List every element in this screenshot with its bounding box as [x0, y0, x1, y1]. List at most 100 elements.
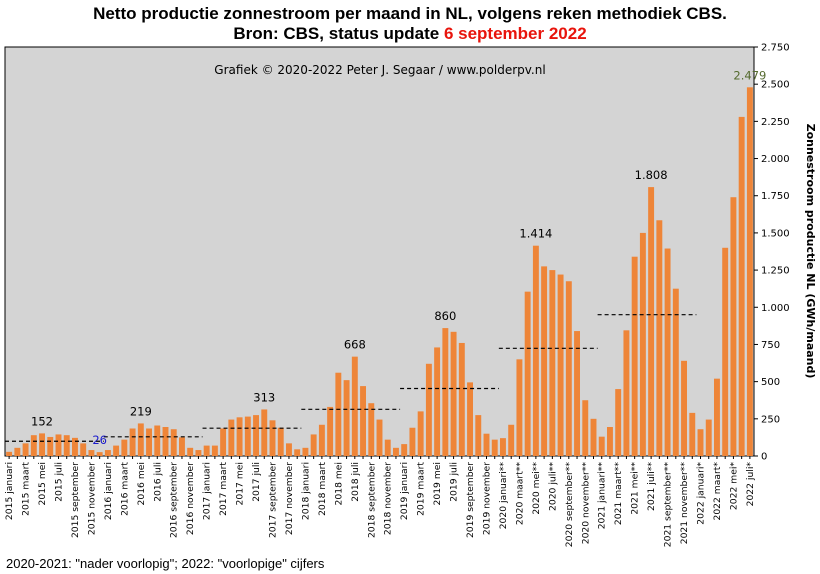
x-tick-label: 2022 mei* — [728, 462, 739, 510]
value-annotation: 668 — [344, 338, 366, 352]
bar — [689, 412, 696, 456]
chart-title-line1: Netto productie zonnestroom per maand in… — [93, 4, 727, 23]
bar — [713, 378, 720, 456]
bar — [302, 447, 309, 456]
chart-credit: Grafiek © 2020-2022 Peter J. Segaar / ww… — [214, 63, 545, 77]
y-tick-label: 250 — [761, 414, 780, 425]
bar — [343, 380, 350, 456]
value-annotation: 219 — [130, 404, 152, 418]
bar — [582, 400, 589, 456]
y-tick-label: 1.500 — [761, 228, 790, 239]
bar — [606, 426, 613, 456]
bar — [228, 419, 235, 456]
bar — [154, 425, 161, 456]
bar — [39, 433, 46, 456]
x-tick-label: 2021 maart** — [613, 462, 624, 525]
x-tick-label: 2016 september — [169, 462, 180, 538]
x-tick-label: 2016 maart — [119, 462, 130, 516]
x-tick-label: 2020 november** — [580, 462, 591, 545]
bar — [475, 415, 482, 456]
x-tick-label: 2016 november — [185, 462, 196, 535]
bar — [458, 342, 465, 456]
y-tick-label: 2.000 — [761, 154, 790, 165]
x-tick-label: 2019 november — [482, 462, 493, 535]
chart-title-line2: Bron: CBS, status update 6 september 202… — [0, 24, 820, 44]
value-annotation: 1.808 — [635, 168, 668, 182]
title-update-date: 6 september 2022 — [443, 24, 587, 43]
bar — [104, 450, 111, 456]
x-tick-label: 2017 maart — [218, 462, 229, 516]
bar — [541, 266, 548, 456]
x-tick-label: 2017 mei — [235, 462, 246, 505]
bar — [178, 437, 185, 456]
value-annotation: 26 — [92, 433, 107, 447]
y-tick-label: 500 — [761, 377, 780, 388]
x-tick-label: 2017 september — [268, 462, 279, 538]
x-tick-label: 2021 september** — [663, 462, 674, 548]
bar — [425, 363, 432, 456]
y-tick-label: 0 — [761, 452, 767, 463]
x-tick-label: 2019 maart — [416, 462, 427, 516]
x-tick-label: 2021 mei** — [630, 462, 641, 515]
bar — [656, 220, 663, 456]
bar — [722, 247, 729, 456]
bar — [565, 281, 572, 456]
bar — [6, 451, 13, 456]
y-tick-label: 1.750 — [761, 191, 790, 202]
y-axis: 0 250 500 750 1.000 1.250 1.500 1.750 2.000 2.250… — [754, 43, 790, 463]
x-tick-label: 2018 juli — [350, 462, 361, 502]
bar — [170, 429, 177, 456]
y-tick-label: 2.250 — [761, 117, 790, 128]
bar — [335, 372, 342, 456]
bar — [187, 447, 194, 456]
y-tick-label: 1.000 — [761, 303, 790, 314]
x-tick-label: 2018 januari — [300, 462, 311, 520]
bar — [623, 330, 630, 456]
x-axis: 2015 januari 2015 maart 2015 mei 2015 juli 2… — [4, 456, 756, 547]
bar — [697, 429, 704, 456]
bar — [277, 427, 284, 456]
x-tick-label: 2015 november — [86, 462, 97, 535]
bar — [253, 415, 260, 456]
bar — [162, 426, 169, 456]
bars-group — [6, 87, 753, 457]
x-tick-label: 2020 september** — [564, 462, 575, 548]
x-tick-label: 2022 juli* — [745, 462, 756, 507]
bar — [146, 428, 153, 456]
bar — [121, 439, 128, 456]
bar — [598, 436, 605, 456]
bar — [244, 416, 251, 456]
bar — [401, 444, 408, 456]
x-tick-label: 2017 januari — [202, 462, 213, 520]
bar — [269, 420, 276, 456]
bar — [738, 116, 745, 456]
bar — [590, 418, 597, 456]
bar — [88, 450, 95, 456]
y-tick-label: 1.250 — [761, 266, 790, 277]
x-tick-label: 2018 maart — [317, 462, 328, 516]
bar — [351, 356, 358, 456]
x-tick-label: 2015 maart — [21, 462, 32, 516]
yearly-average-lines — [5, 314, 697, 442]
x-tick-label: 2018 november — [383, 462, 394, 535]
x-tick-label: 2017 juli — [251, 462, 262, 502]
bar — [417, 411, 424, 456]
bar — [631, 256, 638, 456]
bar — [327, 406, 334, 456]
bar — [491, 439, 498, 456]
value-annotations: 152 26 219 313 668 860 1.414 1.808 2.479 — [31, 68, 766, 447]
bar — [55, 434, 62, 456]
bar — [30, 435, 37, 456]
bar — [557, 274, 564, 456]
bar — [524, 291, 531, 456]
x-tick-label: 2020 mei** — [531, 462, 542, 515]
bar — [508, 424, 515, 456]
value-annotation: 1.414 — [519, 227, 552, 241]
bar — [22, 443, 29, 456]
x-tick-label: 2016 januari — [103, 462, 114, 520]
x-tick-label: 2018 mei — [333, 462, 344, 505]
bar — [80, 443, 87, 456]
bar — [409, 427, 416, 456]
x-tick-label: 2021 januari** — [597, 462, 608, 530]
